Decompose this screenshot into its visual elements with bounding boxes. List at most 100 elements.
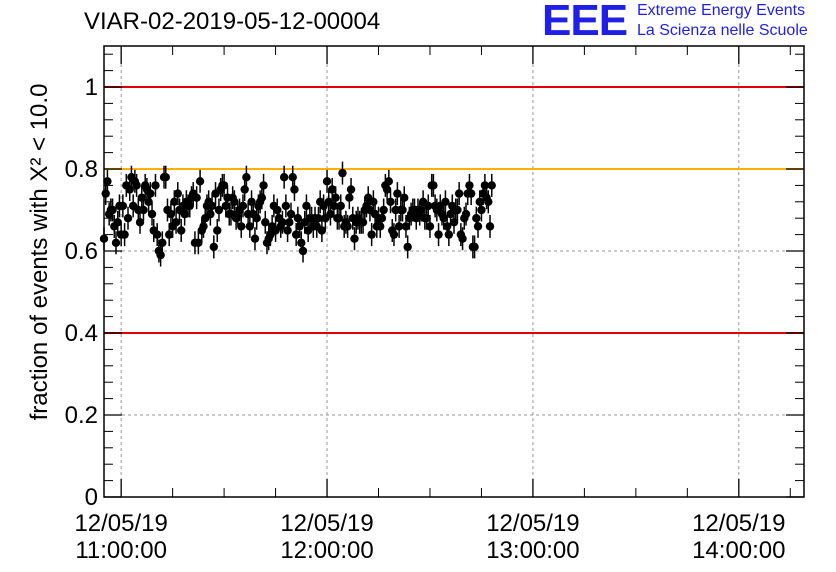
- data-point: [379, 205, 388, 215]
- data-point: [118, 201, 128, 211]
- data-point: [441, 197, 450, 206]
- data-point: [281, 201, 291, 211]
- x-tick-date: 12/05/19: [692, 510, 785, 537]
- data-point: [439, 214, 448, 223]
- logo-line-1: Extreme Energy Events: [637, 2, 806, 19]
- data-point: [156, 250, 165, 260]
- data-point: [477, 205, 486, 215]
- data-point: [113, 218, 122, 227]
- y-tick-labels: 0 0.2 0.4 0.6 0.8 1: [65, 74, 98, 511]
- axis-ticks: [104, 46, 804, 498]
- y-axis-label-text: fraction of events with X² < 10.0: [26, 83, 53, 421]
- data-point: [453, 205, 462, 215]
- data-point: [152, 230, 162, 239]
- data-point: [207, 201, 217, 211]
- data-point: [194, 238, 203, 247]
- plot-frame: [103, 45, 805, 498]
- data-point: [290, 185, 299, 194]
- data-point: [389, 230, 399, 239]
- data-point: [345, 193, 354, 202]
- data-point: [230, 197, 239, 206]
- data-point: [376, 222, 385, 231]
- data-point: [458, 234, 467, 243]
- data-point: [123, 214, 133, 223]
- data-point: [185, 201, 194, 211]
- data-point: [425, 222, 435, 231]
- data-point: [434, 230, 443, 239]
- data-point: [278, 218, 287, 227]
- data-point: [322, 177, 332, 186]
- data-point: [135, 218, 145, 227]
- data-point: [199, 222, 208, 231]
- data-point: [470, 242, 479, 252]
- data-point: [137, 193, 146, 202]
- data-point: [487, 181, 496, 190]
- data-point: [259, 181, 268, 190]
- data-point: [429, 181, 438, 190]
- data-point: [403, 242, 412, 252]
- x-tick-date: 12/05/19: [280, 510, 373, 537]
- data-point: [219, 181, 229, 190]
- data-point: [285, 218, 294, 227]
- x-tick-date: 12/05/19: [74, 510, 167, 537]
- data-point: [206, 209, 215, 219]
- y-tick-label: 1: [85, 74, 98, 101]
- x-tick-time: 14:00:00: [692, 537, 785, 564]
- data-point: [103, 177, 112, 186]
- data-point: [151, 181, 160, 190]
- data-point: [177, 226, 186, 235]
- data-point: [484, 197, 493, 206]
- data-points: [99, 168, 496, 260]
- logo-line-2: La Scienza nelle Scuole: [637, 22, 808, 39]
- data-point: [377, 214, 387, 223]
- data-point: [213, 226, 222, 235]
- data-point: [466, 189, 476, 198]
- data-point: [422, 214, 431, 223]
- data-point: [237, 222, 246, 231]
- data-point: [442, 222, 452, 231]
- data-point: [350, 234, 359, 243]
- data-point: [317, 226, 327, 235]
- data-point: [125, 185, 134, 194]
- data-point: [164, 230, 174, 239]
- data-point: [192, 193, 201, 202]
- data-point: [161, 173, 170, 182]
- data-point: [146, 189, 155, 198]
- data-point: [257, 193, 267, 202]
- data-point: [394, 222, 404, 231]
- data-point: [180, 209, 189, 219]
- data-point: [331, 193, 340, 202]
- y-tick-label: 0.8: [65, 156, 98, 183]
- data-point: [346, 185, 356, 194]
- x-tick-time: 13:00:00: [486, 537, 579, 564]
- data-point: [171, 218, 181, 227]
- data-point: [475, 197, 484, 206]
- data-point: [261, 218, 270, 227]
- data-point: [485, 222, 495, 231]
- data-point: [195, 177, 205, 186]
- data-point: [101, 189, 110, 198]
- data-point: [293, 214, 303, 223]
- data-point: [367, 230, 376, 239]
- data-point: [393, 189, 402, 198]
- data-point: [480, 181, 490, 190]
- logo-mark: EEE: [542, 0, 628, 45]
- y-tick-label: 0.6: [65, 238, 98, 265]
- data-point: [461, 209, 471, 219]
- data-point: [286, 209, 296, 219]
- data-point: [242, 173, 251, 182]
- data-point: [465, 181, 474, 190]
- data-point: [108, 205, 117, 215]
- data-point: [298, 246, 308, 256]
- y-tick-label: 0: [85, 484, 98, 511]
- data-point: [288, 173, 297, 182]
- data-point: [238, 201, 248, 211]
- data-point: [382, 185, 392, 194]
- data-point: [386, 197, 395, 206]
- data-point: [170, 197, 179, 206]
- data-point: [384, 177, 394, 186]
- data-point: [209, 242, 219, 252]
- data-point: [454, 189, 464, 198]
- data-point: [273, 205, 282, 215]
